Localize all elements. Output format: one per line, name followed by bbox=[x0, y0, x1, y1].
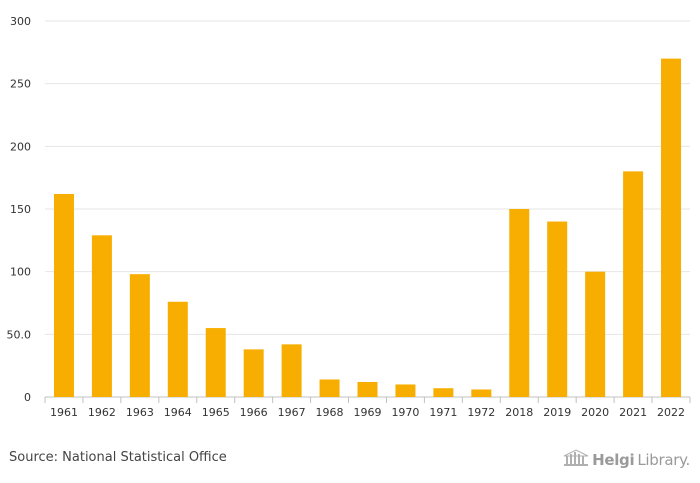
x-tick-label: 1964 bbox=[164, 406, 192, 419]
x-tick-label: 1968 bbox=[316, 406, 344, 419]
y-tick-label: 200 bbox=[10, 140, 31, 153]
bar-1969 bbox=[357, 381, 378, 397]
y-tick-label: 0 bbox=[24, 391, 31, 404]
y-tick-label: 150 bbox=[10, 203, 31, 216]
bar-1970 bbox=[395, 384, 416, 397]
x-tick-label: 1961 bbox=[50, 406, 78, 419]
logo-text-library: Library. bbox=[637, 451, 690, 469]
x-axis: 1961 1962 1963 1964 1965 1966 1967 1968 1969 1970… bbox=[44, 397, 691, 419]
x-tick-label: 2019 bbox=[543, 406, 571, 419]
grid-lines bbox=[45, 20, 690, 398]
helgilibrary-logo: Helgi Library. bbox=[563, 449, 690, 471]
bar-2021 bbox=[623, 171, 644, 397]
bars bbox=[53, 58, 682, 397]
bar-1968 bbox=[319, 379, 340, 397]
x-tick-label: 1963 bbox=[126, 406, 154, 419]
y-tick-label: 50.0 bbox=[7, 328, 32, 341]
bar-1965 bbox=[205, 328, 226, 397]
logo-text-helgi: Helgi bbox=[592, 451, 635, 469]
x-tick-label: 1967 bbox=[278, 406, 306, 419]
x-tick-label: 1965 bbox=[202, 406, 230, 419]
bar-1961 bbox=[53, 193, 74, 397]
source-note: Source: National Statistical Office bbox=[9, 450, 227, 465]
bar-2019 bbox=[547, 221, 568, 397]
y-tick-label: 300 bbox=[10, 15, 31, 28]
x-tick-label: 1962 bbox=[88, 406, 116, 419]
x-tick-label: 2021 bbox=[619, 406, 647, 419]
x-tick-label: 1972 bbox=[467, 406, 495, 419]
bar-1972 bbox=[471, 389, 492, 397]
bar-2022 bbox=[661, 58, 682, 397]
bar-2018 bbox=[509, 209, 530, 397]
y-tick-label: 250 bbox=[10, 78, 31, 91]
bar-1966 bbox=[243, 349, 264, 397]
x-tick-label: 1969 bbox=[354, 406, 382, 419]
x-tick-label: 2020 bbox=[581, 406, 609, 419]
bar-1962 bbox=[91, 235, 112, 397]
bar-2020 bbox=[585, 271, 606, 397]
bar-1971 bbox=[433, 388, 454, 397]
y-tick-label: 100 bbox=[10, 266, 31, 279]
x-tick-label: 1971 bbox=[429, 406, 457, 419]
library-building-icon bbox=[563, 449, 589, 471]
y-axis: 0 50.0 100 150 200 250 300 bbox=[7, 15, 32, 404]
bar-1967 bbox=[281, 344, 302, 397]
x-tick-label: 1970 bbox=[391, 406, 419, 419]
x-tick-label: 2018 bbox=[505, 406, 533, 419]
bar-1963 bbox=[129, 274, 150, 397]
x-tick-label: 1966 bbox=[240, 406, 268, 419]
x-tick-label: 2022 bbox=[657, 406, 685, 419]
bar-1964 bbox=[167, 301, 188, 397]
